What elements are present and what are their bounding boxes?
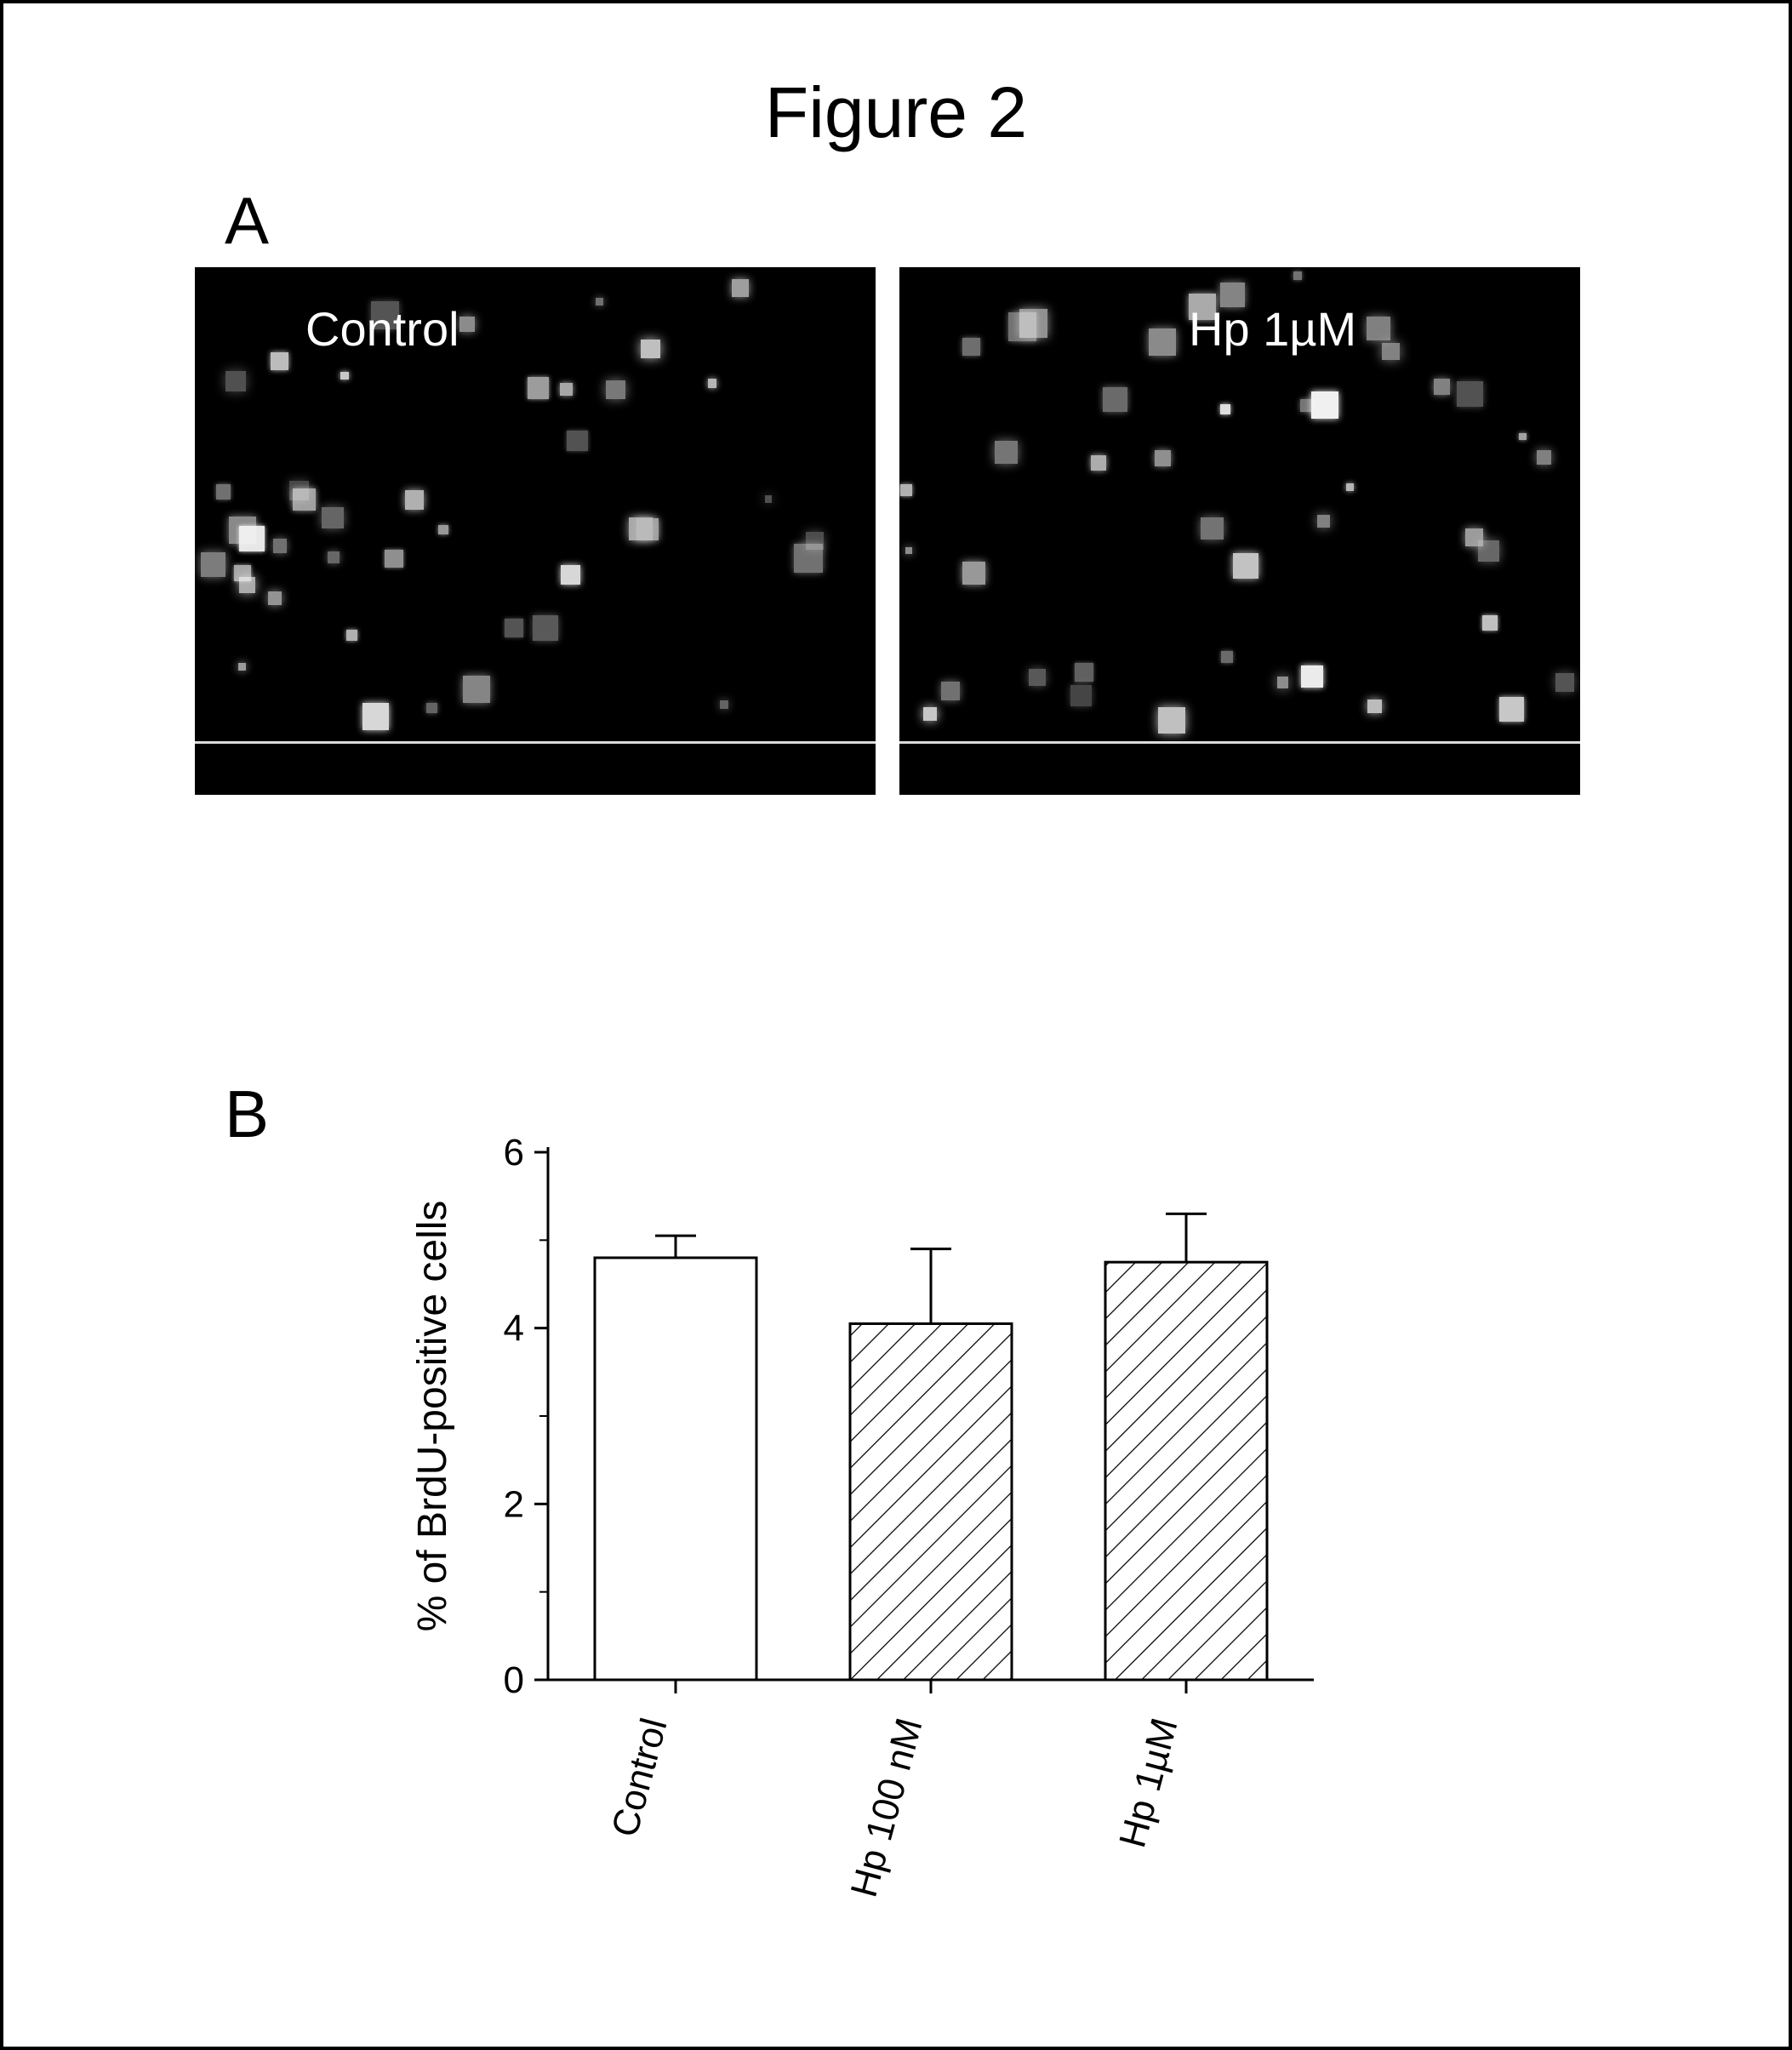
speckle (1465, 528, 1483, 546)
panel-label-b: B (225, 1076, 269, 1153)
speckle (900, 484, 912, 496)
speckle (201, 552, 225, 577)
speckle (239, 577, 255, 593)
speckle (606, 380, 625, 400)
image-label-treated: Hp 1µM (1189, 301, 1356, 357)
speckle (239, 526, 265, 551)
speckle (1221, 651, 1233, 663)
speckle (1457, 381, 1482, 407)
speckle (1555, 673, 1574, 692)
speckle (560, 383, 573, 396)
speckle (1075, 663, 1093, 682)
speckle (1233, 553, 1258, 579)
y-tick-label: 4 (504, 1308, 524, 1350)
figure-title: Figure 2 (765, 71, 1027, 154)
y-tick-label: 0 (504, 1659, 524, 1701)
speckle (1367, 700, 1382, 714)
speckle (629, 517, 653, 541)
speckle (1029, 669, 1046, 686)
x-category-label: Hp 1µM (1111, 1714, 1185, 1852)
speckle (905, 547, 913, 555)
speckle (962, 562, 984, 584)
speckle (268, 591, 282, 605)
speckle (794, 544, 823, 573)
bar (1105, 1262, 1267, 1680)
speckle (216, 484, 231, 500)
speckle (426, 703, 437, 714)
speckle (505, 619, 522, 637)
speckle (322, 507, 344, 529)
speckle (923, 707, 937, 721)
speckle (941, 682, 959, 700)
bar (595, 1258, 756, 1680)
speckle (405, 490, 425, 510)
speckle (732, 279, 749, 296)
speckle (708, 379, 716, 387)
speckle (1220, 404, 1230, 414)
x-category-label: Hp 100 nM (843, 1714, 931, 1902)
speckle (271, 352, 288, 370)
micro-image-control: Control (195, 267, 876, 795)
image-baseline (195, 741, 876, 744)
speckle (1301, 665, 1323, 688)
speckle (328, 551, 340, 563)
speckle (1008, 312, 1037, 341)
speckle (641, 340, 660, 359)
speckle (1201, 517, 1224, 540)
speckle (1482, 615, 1498, 631)
speckle (438, 525, 448, 534)
panel-a-images: Control Hp 1µM (195, 267, 1580, 795)
speckle (1382, 343, 1399, 360)
speckle (1103, 387, 1127, 412)
speckle (533, 615, 558, 641)
bar (850, 1324, 1012, 1681)
speckle (293, 488, 316, 511)
y-tick-label: 2 (504, 1483, 524, 1525)
y-tick-label: 6 (504, 1132, 524, 1173)
speckle (459, 317, 475, 332)
speckle (1149, 328, 1177, 357)
speckle (238, 663, 247, 671)
speckle (765, 495, 772, 502)
speckle (567, 431, 588, 452)
speckle (1317, 515, 1330, 528)
speckle (1158, 707, 1184, 734)
speckle (362, 703, 389, 729)
speckle (1311, 391, 1338, 419)
image-baseline (899, 741, 1580, 744)
speckle (1293, 271, 1302, 280)
speckle (1277, 677, 1288, 688)
speckle (720, 700, 728, 709)
speckle (1519, 433, 1526, 440)
speckle (463, 676, 490, 703)
page: Figure 2 A B Control Hp 1µM 0 2 4 6 % of BrdU… (0, 0, 1792, 2050)
x-category-label: Control (604, 1714, 676, 1842)
speckle (962, 338, 980, 356)
speckle (1070, 685, 1092, 706)
speckle (1367, 317, 1390, 340)
speckle (273, 539, 287, 552)
speckle (528, 377, 549, 398)
image-label-control: Control (305, 301, 459, 357)
speckle (561, 565, 580, 585)
panel-label-a: A (225, 182, 269, 260)
speckle (596, 298, 603, 306)
speckle (1155, 450, 1171, 466)
speckle (385, 550, 403, 568)
speckle (1091, 455, 1106, 471)
bar-chart-svg: 0 2 4 6 % of BrdU-positive cells Control Hp 10… (369, 1101, 1475, 1952)
speckle (1537, 450, 1551, 465)
speckle (995, 441, 1018, 464)
panel-b-chart: 0 2 4 6 % of BrdU-positive cells Control Hp 10… (369, 1101, 1475, 1952)
speckle (225, 371, 246, 391)
speckle (1499, 697, 1524, 722)
speckle (340, 372, 348, 380)
micro-image-treated: Hp 1µM (899, 267, 1580, 795)
speckle (346, 630, 357, 641)
speckle (1346, 483, 1354, 491)
speckle (1434, 379, 1450, 395)
y-axis-label: % of BrdU-positive cells (410, 1201, 455, 1632)
